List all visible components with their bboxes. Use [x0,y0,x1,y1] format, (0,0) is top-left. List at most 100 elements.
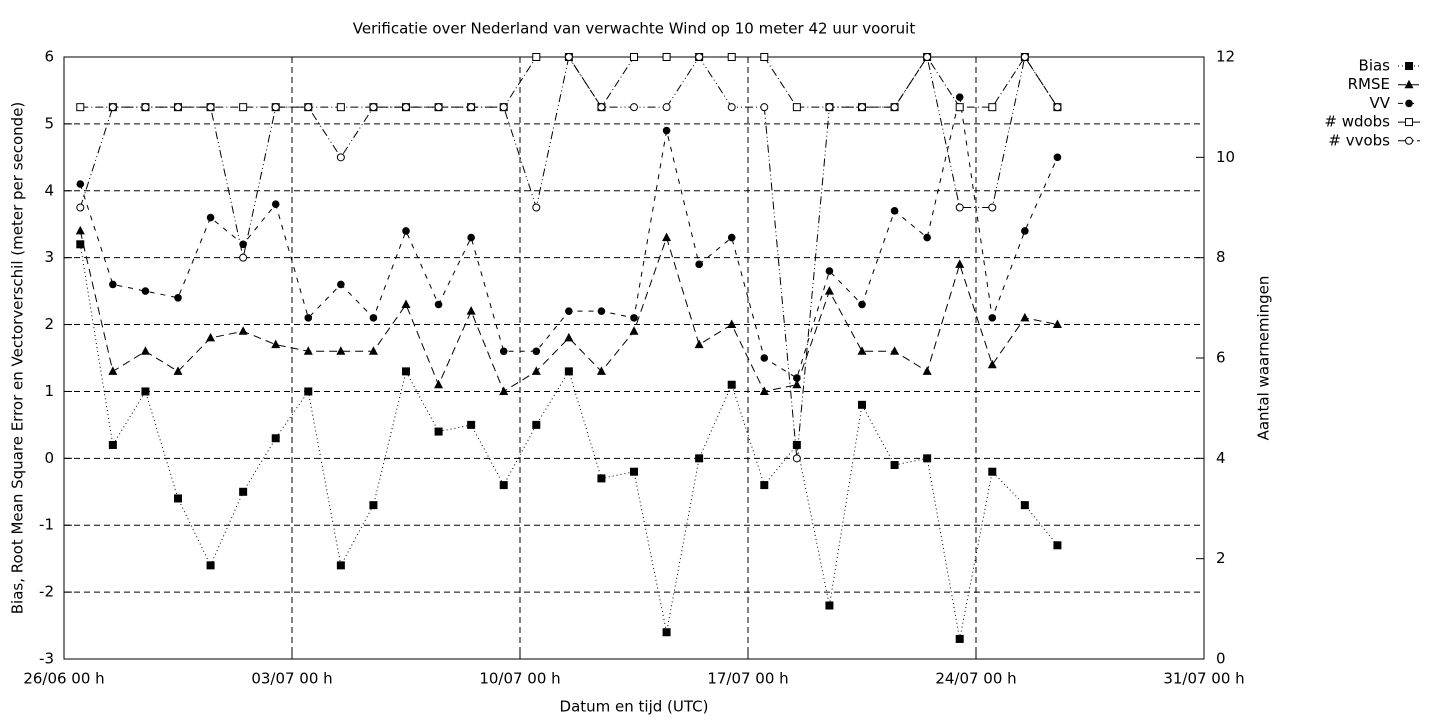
marker [108,440,117,449]
marker [76,103,85,112]
marker [499,481,508,490]
marker [760,103,769,112]
marker [890,103,899,112]
marker [760,481,769,490]
marker [662,126,671,135]
y2-axis-label: Aantal waarnemingen [1255,276,1273,441]
marker [76,203,85,212]
y-tick-label: 1 [44,382,54,400]
marker [890,461,899,470]
marker [499,386,509,395]
legend-label: VV [1369,94,1390,112]
marker [988,314,997,322]
marker [336,103,345,112]
marker [434,379,444,389]
marker [402,367,410,376]
marker [303,346,313,355]
marker [369,501,378,510]
y2-tick-label: 0 [1216,650,1226,668]
marker [304,314,313,322]
marker [727,103,736,112]
marker [923,233,931,242]
marker [174,294,182,302]
y-tick-label: 2 [44,315,54,333]
x-tick-label: 03/07 00 h [251,670,332,688]
plot-frame [63,56,1205,660]
legend-marker [1404,79,1414,89]
marker [792,103,801,112]
marker [434,103,443,112]
marker [662,232,672,242]
marker [955,634,964,643]
y-tick-label: 0 [44,449,54,467]
marker [532,203,541,212]
marker [239,253,248,262]
marker [792,379,802,389]
marker [336,561,345,570]
marker [337,280,345,289]
y-tick-label: 4 [44,181,54,199]
marker [597,474,606,483]
marker [467,233,475,242]
marker [596,366,606,375]
marker [858,103,866,112]
marker [402,227,410,235]
marker [564,367,573,376]
legend-marker [1405,62,1413,70]
marker [630,314,638,322]
marker [434,300,443,309]
marker [792,454,801,463]
marker [955,93,964,101]
marker [695,260,703,269]
marker [369,314,378,322]
marker [988,467,997,476]
marker [727,53,736,61]
marker [467,103,476,112]
marker [695,454,704,463]
y-tick-label: 3 [44,248,54,266]
marker [988,203,997,212]
marker [76,180,85,188]
marker [238,326,248,335]
marker [75,225,85,235]
y-tick-label: 5 [44,114,54,132]
marker [662,628,671,637]
y-tick-label: -1 [39,516,54,534]
marker [140,346,150,355]
marker [206,332,216,342]
marker [564,332,574,342]
series-line [79,244,1058,640]
marker [1053,153,1062,162]
legend-label: Bias [1359,57,1391,75]
marker [825,267,834,275]
y2-tick-label: 4 [1216,449,1226,467]
marker [532,53,541,61]
marker [434,427,443,436]
marker [1021,227,1029,235]
x-tick-label: 10/07 00 h [479,670,560,688]
marker [368,346,378,355]
y2-tick-label: 10 [1216,148,1235,166]
marker [401,299,411,308]
marker [662,103,671,112]
y-axis-label: Bias, Root Mean Square Error en Vectorve… [9,102,27,615]
marker [630,467,638,476]
marker [727,380,736,389]
marker [824,286,834,295]
marker [987,359,997,369]
marker [336,153,345,162]
legend-marker [1405,99,1413,108]
marker [239,103,248,112]
marker [564,53,573,61]
legend-marker [1405,136,1413,145]
marker [955,103,964,112]
marker [304,103,313,112]
marker [1020,312,1030,322]
marker [304,387,313,396]
marker [857,346,867,355]
marker [206,103,215,112]
marker [858,400,866,409]
legend-marker [1405,118,1413,127]
marker [141,387,150,396]
x-tick-label: 26/06 00 h [23,670,104,688]
